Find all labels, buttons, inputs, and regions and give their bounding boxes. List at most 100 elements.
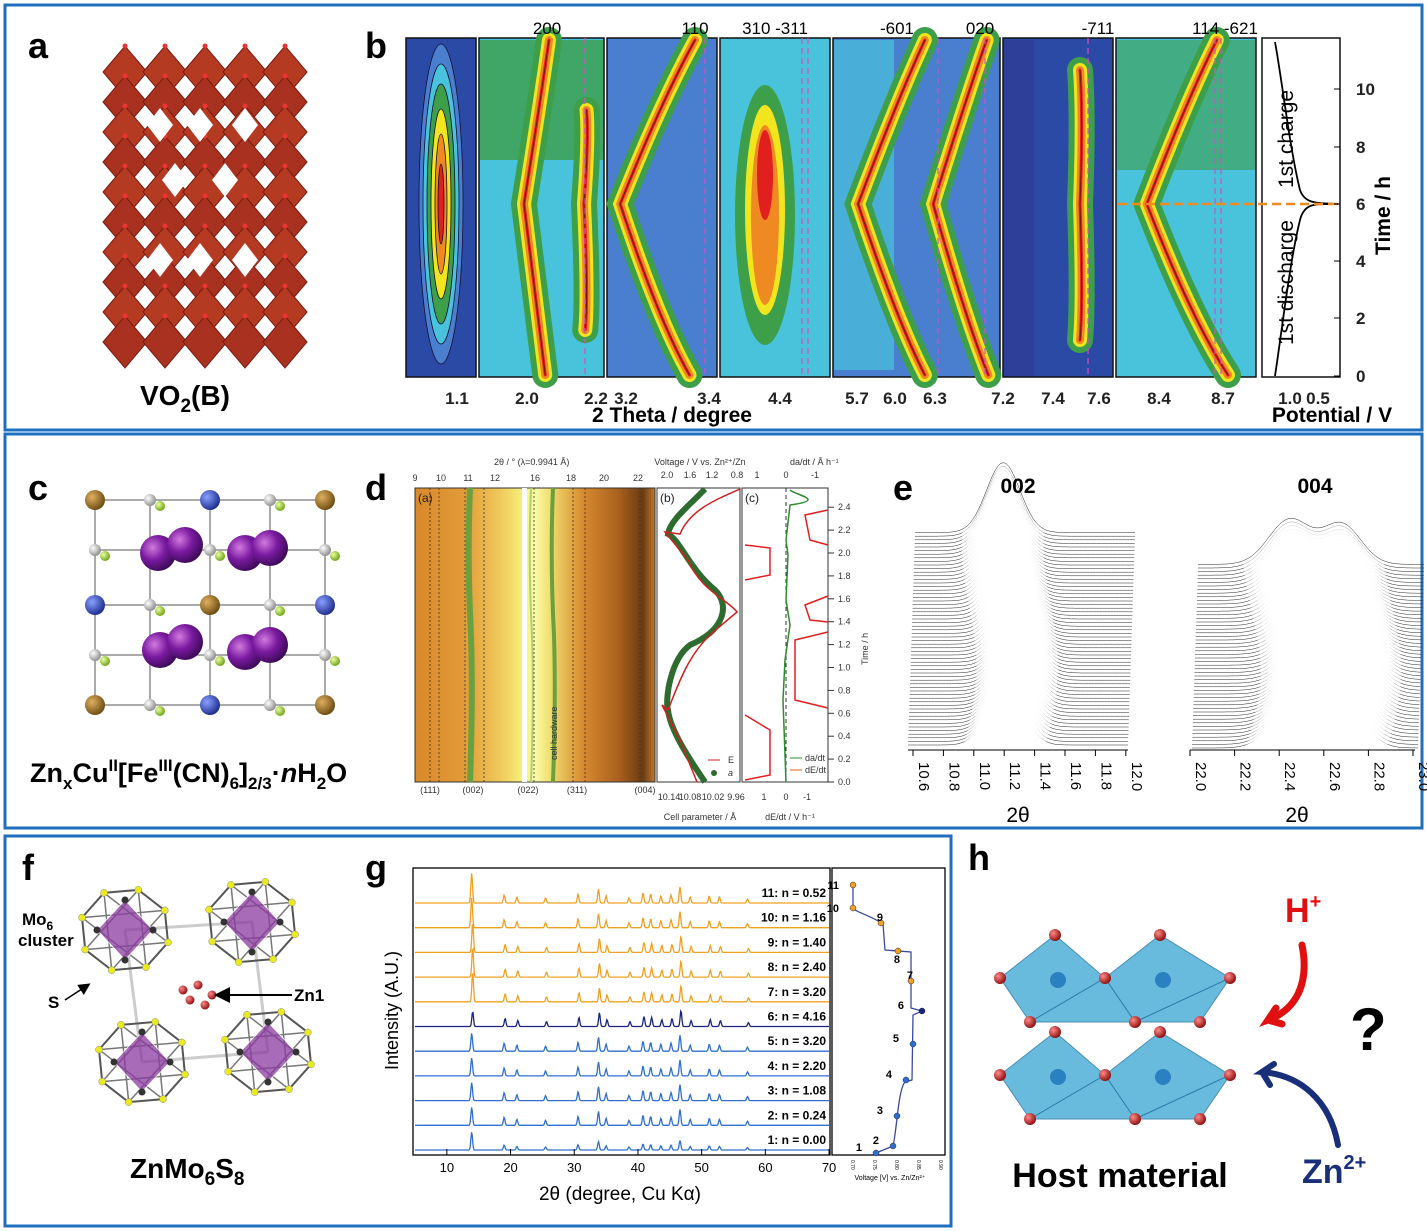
metal-atom — [85, 595, 105, 615]
zn-atom — [178, 985, 188, 995]
y-tick-label: 10 — [1356, 80, 1375, 99]
h-ion-label: H+ — [1285, 891, 1321, 930]
contour-level — [1004, 40, 1034, 376]
series-label: 10: n = 1.16 — [761, 911, 826, 925]
point-label: 11 — [827, 880, 839, 892]
carbon-atom — [319, 649, 331, 661]
peak-label: 114 -621 — [1192, 19, 1258, 38]
oxygen-atom — [1129, 1113, 1141, 1125]
nitrogen-atom — [330, 656, 340, 666]
x-tick-label: 2.2 — [584, 389, 608, 408]
oxygen-atom — [202, 103, 208, 109]
sulfur-atom — [181, 1070, 189, 1079]
de-dt-curve — [804, 595, 829, 623]
x-tick-label: 7.6 — [1087, 389, 1111, 408]
contour-level — [437, 163, 445, 245]
series-label: 4: n = 2.20 — [768, 1059, 827, 1073]
mo-atom — [264, 1078, 272, 1086]
y-axis-label: Time / h — [860, 633, 870, 665]
contour-level — [757, 130, 773, 220]
top-tick-label: 12 — [490, 473, 500, 483]
series-label: 9: n = 1.40 — [768, 935, 827, 949]
panel-label-b: b — [365, 25, 387, 66]
y-tick-label: 1.2 — [838, 640, 851, 650]
carbon-atom — [144, 599, 156, 611]
oxygen-atom — [1099, 1069, 1111, 1081]
contour-line — [583, 109, 588, 331]
oxygen-atom — [202, 193, 208, 199]
nitrogen-atom — [215, 656, 225, 666]
peak-label: -601 — [880, 19, 914, 38]
subpanel-label: (b) — [660, 491, 675, 505]
b-bottom-axis-label: Cell parameter / Å — [664, 812, 737, 822]
voltage-inset — [831, 867, 946, 1156]
void — [162, 163, 188, 197]
oxygen-atom — [202, 223, 208, 229]
y-tick-label: 2.0 — [838, 548, 851, 558]
legend-entry: E — [728, 755, 734, 765]
point-label: 3 — [877, 1105, 883, 1117]
y-tick-label: 2 — [1356, 309, 1365, 328]
x-tick-label: 7.2 — [991, 389, 1015, 408]
x-tick-label: 22.0 — [1192, 762, 1209, 791]
state-marker — [907, 977, 915, 985]
x-tick-label: 1.1 — [445, 389, 469, 408]
sulfur-atom — [304, 1028, 312, 1037]
formula-part: n — [281, 758, 298, 788]
point-label: 7 — [907, 970, 913, 982]
oxygen-atom — [242, 163, 248, 169]
oxygen-atom — [202, 163, 208, 169]
sulfur-atom — [117, 1021, 125, 1029]
inset-tick-label: 0.90 — [937, 1160, 943, 1170]
oxygen-atom — [282, 43, 288, 49]
oxygen-atom — [162, 223, 168, 229]
oxygen-atom — [162, 313, 168, 319]
y-tick-label: 0 — [1356, 367, 1365, 386]
oxygen-atom — [202, 73, 208, 79]
point-label: 9 — [877, 912, 883, 924]
oxygen-atom — [122, 163, 128, 169]
annotation-1st-charge: 1st charge — [1275, 90, 1298, 188]
zn-ion — [140, 535, 176, 571]
oxygen-atom — [282, 313, 288, 319]
c-bottom-tick: 1 — [761, 792, 766, 802]
oxygen-atom — [1154, 929, 1166, 941]
sulfur-atom — [124, 1098, 133, 1106]
sulfur-atom — [159, 1095, 167, 1103]
carbon-atom — [264, 599, 276, 611]
oxygen-atom — [122, 253, 128, 259]
peak-label: 110 — [681, 19, 708, 38]
subchart-title: 004 — [1297, 475, 1332, 498]
reflection-label: (002) — [462, 785, 483, 795]
carbon-atom — [204, 544, 216, 556]
oxygen-atom — [1049, 1026, 1061, 1038]
panel-label-f: f — [22, 847, 35, 888]
x-tick-label: 22.2 — [1237, 762, 1254, 791]
sulfur-atom — [151, 1018, 160, 1026]
cell-hardware-label: cell hardware — [549, 706, 559, 760]
potential-panel — [1261, 37, 1341, 378]
void — [147, 108, 173, 142]
metal-center — [1050, 1069, 1066, 1085]
peak-label: 200 — [533, 19, 561, 38]
y-tick-label: 1.0 — [838, 663, 851, 673]
x-tick-label: 10 — [440, 1160, 454, 1175]
y-axis-label: Time / h — [1372, 176, 1395, 255]
metal-atom — [200, 595, 220, 615]
y-axis-label: Intensity (A.U.) — [382, 951, 402, 1070]
bragg-peak-line — [465, 487, 475, 783]
oxygen-atom — [1049, 929, 1061, 941]
mo-atom — [264, 1018, 272, 1026]
oxygen-atom — [202, 43, 208, 49]
oxygen-atom — [242, 223, 248, 229]
contour-line — [1079, 69, 1083, 341]
x-tick-label: 11.8 — [1097, 762, 1114, 790]
octahedron — [142, 315, 188, 369]
carbon-atom — [89, 544, 101, 556]
b-bottom-tick: 10.02 — [702, 792, 725, 802]
y-tick-label: 0.0 — [838, 777, 851, 787]
b-top-axis-label: Voltage / V vs. Zn²⁺/Zn — [654, 457, 745, 467]
oxygen-atom — [122, 313, 128, 319]
nitrogen-atom — [155, 606, 165, 616]
y-tick-label: 0.2 — [838, 754, 851, 764]
